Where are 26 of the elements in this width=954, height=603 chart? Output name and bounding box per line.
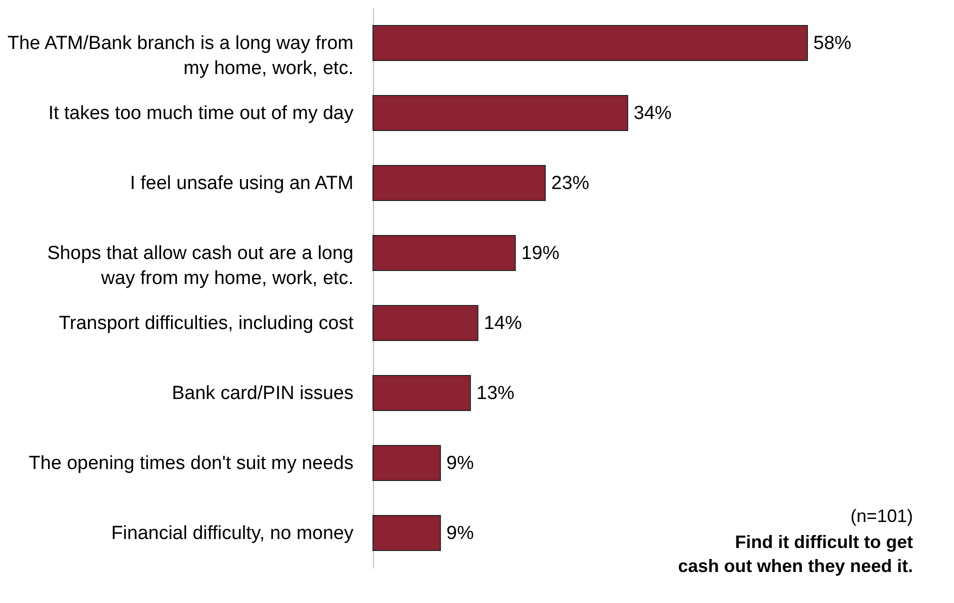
data-label: 9% bbox=[446, 523, 474, 544]
bar bbox=[372, 95, 628, 131]
y-tick-label: Bank card/PIN issues bbox=[172, 383, 354, 404]
y-tick-label: I feel unsafe using an ATM bbox=[130, 173, 354, 194]
y-tick-label: Transport difficulties, including cost bbox=[58, 313, 354, 334]
annotation: Find it difficult to get cash out when they need it. bbox=[678, 532, 913, 576]
data-label: 23% bbox=[551, 173, 590, 194]
text: (n=101) bbox=[850, 506, 913, 526]
data-label: 19% bbox=[521, 243, 560, 264]
bar bbox=[372, 25, 808, 61]
data-label: 9% bbox=[446, 453, 474, 474]
data-label: 34% bbox=[634, 103, 672, 124]
y-tick-label: Shops that allow cash out are a long way from my home, work, etc. bbox=[47, 243, 354, 289]
y-tick-label: It takes too much time out of my day bbox=[48, 103, 354, 124]
bar bbox=[372, 515, 441, 551]
bar bbox=[372, 445, 441, 481]
bar bbox=[372, 165, 546, 201]
y-tick-label: Financial difficulty, no money bbox=[111, 523, 354, 544]
data-label: 58% bbox=[813, 33, 852, 54]
data-label: 14% bbox=[484, 313, 522, 334]
bar bbox=[372, 235, 516, 271]
data-label: 13% bbox=[476, 383, 515, 404]
bar bbox=[372, 375, 471, 411]
y-tick-label: The ATM/Bank branch is a long way from my home, work, etc. bbox=[7, 33, 354, 79]
y-tick-label: The opening times don't suit my needs bbox=[28, 453, 354, 474]
bar bbox=[372, 305, 478, 341]
